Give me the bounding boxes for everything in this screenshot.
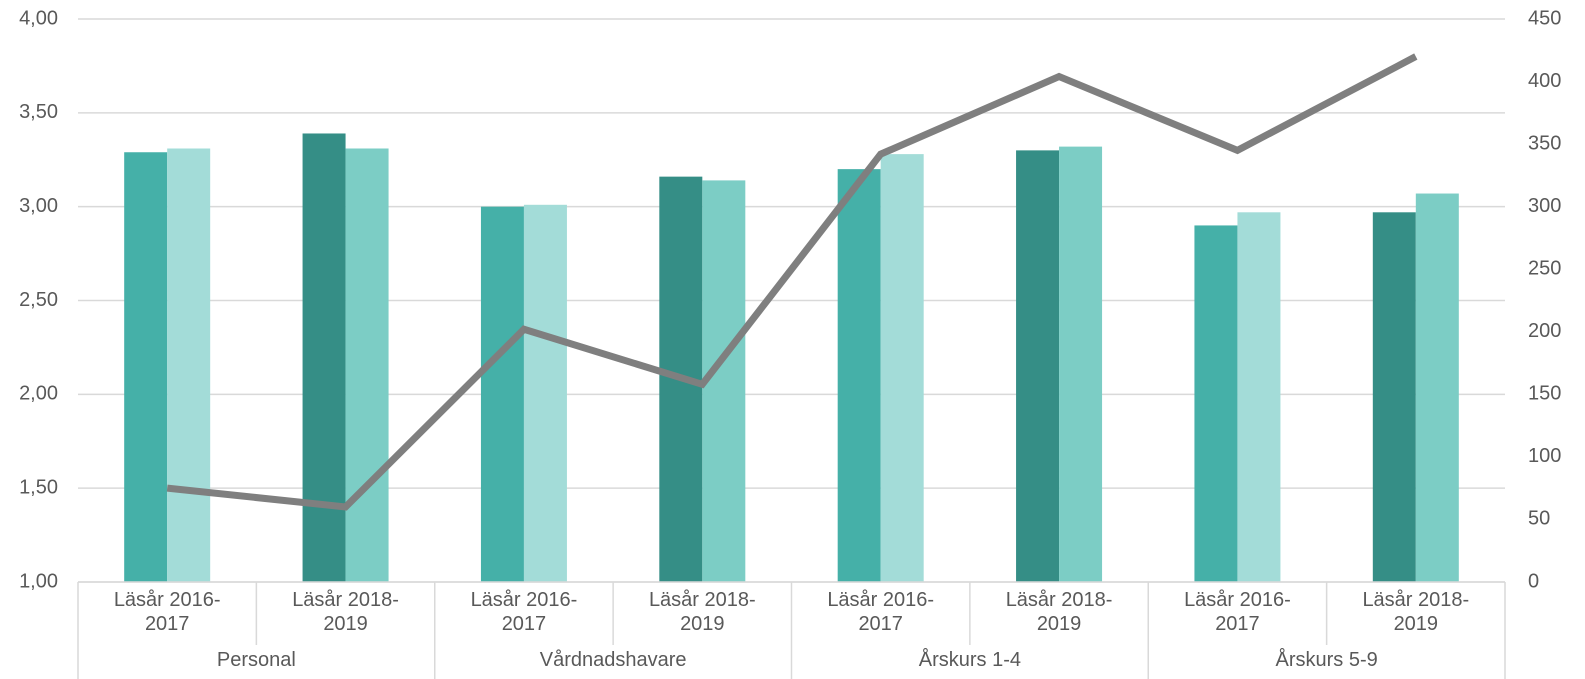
- group-label: Årskurs 5-9: [1275, 649, 1378, 671]
- bar: [124, 152, 168, 582]
- y2-tick-label: 150: [1528, 383, 1561, 405]
- y-tick-label: 3,50: [19, 101, 58, 123]
- group-label: Personal: [216, 649, 296, 671]
- bar: [1415, 193, 1459, 582]
- x-tick-label: Läsår 2018-2019: [292, 589, 399, 635]
- y-tick-label: 4,00: [19, 7, 58, 29]
- bar: [1237, 212, 1281, 582]
- bar: [880, 154, 924, 582]
- bar: [302, 133, 346, 582]
- bar: [523, 204, 567, 583]
- y-tick-label: 1,00: [19, 570, 58, 592]
- bar: [1059, 146, 1103, 582]
- line: [166, 53, 1418, 511]
- y-tick-label: 3,00: [19, 195, 58, 217]
- group-label: Vårdnadshavare: [539, 649, 687, 671]
- bar: [345, 148, 389, 583]
- bar: [837, 169, 881, 582]
- y2-tick-label: 50: [1528, 508, 1550, 530]
- y2-tick-label: 400: [1528, 70, 1561, 92]
- y2-tick-label: 200: [1528, 320, 1561, 342]
- y-tick-label: 2,00: [19, 383, 58, 405]
- x-tick-label: Läsår 2018-2019: [1362, 589, 1470, 635]
- bar: [1372, 212, 1416, 582]
- x-tick-label: Läsår 2016-2017: [1184, 589, 1291, 635]
- y-tick-label: 2,50: [19, 289, 58, 311]
- bar: [1194, 225, 1238, 582]
- y2-tick-label: 250: [1528, 258, 1561, 280]
- y2-tick-label: 100: [1528, 445, 1561, 467]
- y2-tick-label: 450: [1528, 7, 1561, 29]
- group-label: Årskurs 1-4: [918, 649, 1021, 671]
- y-tick-label: 1,50: [19, 476, 58, 498]
- y2-tick-label: 350: [1528, 132, 1561, 154]
- bar: [480, 206, 524, 582]
- x-tick-label: Läsår 2018-2019: [648, 589, 756, 635]
- x-tick-label: Läsår 2016-2017: [470, 589, 578, 635]
- bar: [702, 180, 746, 583]
- x-tick-label: Läsår 2018-2019: [1005, 589, 1113, 635]
- bar: [167, 148, 211, 583]
- x-tick-label: Läsår 2016-2017: [827, 589, 935, 635]
- y2-tick-label: 0: [1528, 570, 1539, 592]
- x-tick-label: Läsår 2016-2017: [113, 589, 221, 635]
- bar: [1016, 150, 1060, 582]
- y2-tick-label: 300: [1528, 195, 1561, 217]
